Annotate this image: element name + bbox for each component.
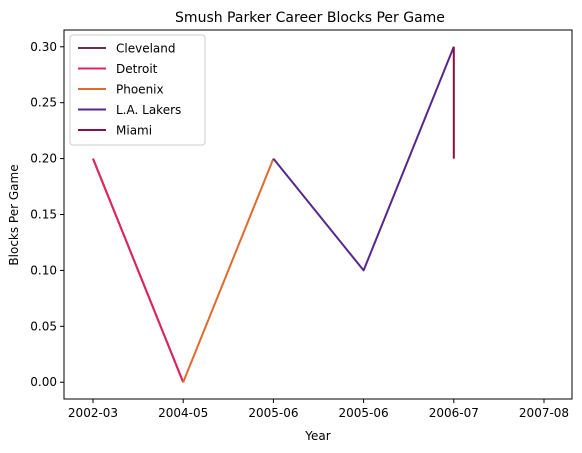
x-tick-label: 2002-03 (68, 406, 118, 420)
y-tick-label: 0.00 (30, 375, 57, 389)
x-tick-label: 2005-06 (339, 406, 389, 420)
y-axis-label: Blocks Per Game (7, 164, 21, 265)
x-tick-label: 2004-05 (158, 406, 208, 420)
series-line-detroit (92, 158, 185, 383)
legend-label: Detroit (116, 62, 158, 76)
series-lines (92, 46, 455, 383)
legend-label: Miami (116, 124, 152, 138)
series-line-l-a-lakers (272, 46, 455, 272)
x-tick-label: 2005-06 (248, 406, 298, 420)
legend-label: Phoenix (116, 83, 164, 97)
y-tick-label: 0.20 (30, 152, 57, 166)
x-tick-label: 2006-07 (429, 406, 479, 420)
legend-items: Cleveland Detroit Phoenix L.A. Lakers Miami (78, 42, 181, 138)
axis-ticks: 0.00 0.05 0.10 0.15 0.20 0.25 0.30 2002-03 2004-… (30, 40, 569, 420)
y-tick-label: 0.30 (30, 40, 57, 54)
legend-box (69, 34, 206, 146)
y-tick-label: 0.05 (30, 319, 57, 333)
legend: Cleveland Detroit Phoenix L.A. Lakers Miami (69, 34, 206, 146)
series-line-phoenix (182, 158, 275, 383)
legend-label: L.A. Lakers (116, 103, 181, 117)
y-tick-label: 0.25 (30, 96, 57, 110)
x-tick-label: 2007-08 (519, 406, 569, 420)
x-axis-title: Year (304, 429, 330, 443)
y-tick-label: 0.10 (30, 263, 57, 277)
legend-label: Cleveland (116, 42, 176, 56)
chart-title: Smush Parker Career Blocks Per Game (175, 10, 445, 26)
y-tick-label: 0.15 (30, 208, 57, 222)
y-axis-title: Blocks Per Game (7, 164, 21, 265)
plot-frame (63, 29, 573, 400)
